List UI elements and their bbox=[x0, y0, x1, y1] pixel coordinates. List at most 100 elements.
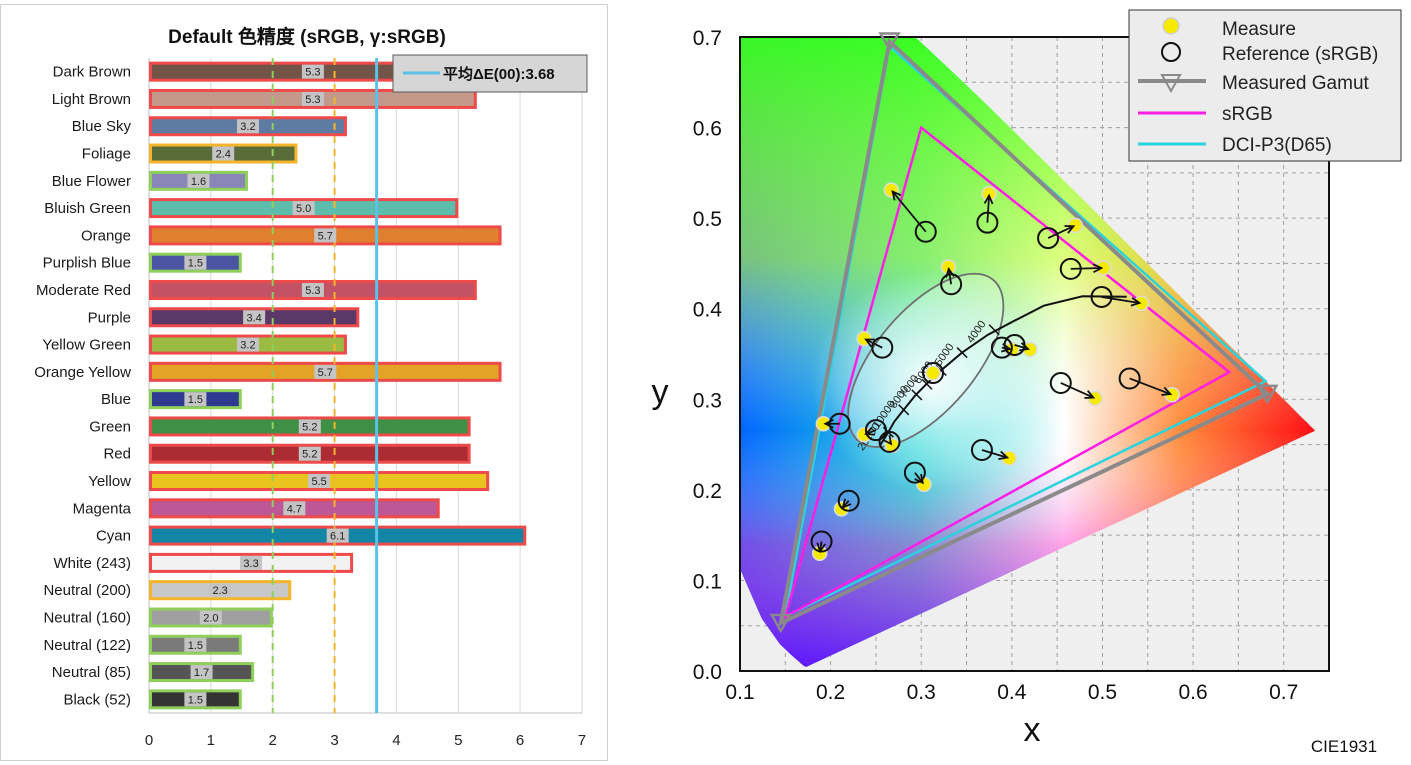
bar-value-label: 5.2 bbox=[302, 421, 317, 433]
bar-value-label: 6.1 bbox=[330, 531, 345, 543]
bar-category-label: Dark Brown bbox=[53, 64, 131, 81]
shift-arrow-head bbox=[882, 434, 893, 446]
shift-arrow bbox=[1070, 267, 1102, 270]
bar-value-label: 1.6 bbox=[191, 176, 206, 188]
reference-point bbox=[864, 419, 887, 442]
shift-arrow-head bbox=[864, 426, 875, 436]
bar-value-label-bg bbox=[236, 337, 259, 352]
gamut-vertex-marker bbox=[878, 32, 901, 53]
bar-value-label-bg bbox=[184, 255, 207, 270]
bar-x-tick-label: 3 bbox=[330, 732, 338, 749]
cie-y-tick-label: 0.6 bbox=[693, 118, 722, 141]
cie-x-tick-label: 0.5 bbox=[1088, 681, 1117, 704]
reference-point bbox=[1049, 371, 1072, 394]
bar-x-tick-label: 4 bbox=[392, 732, 400, 749]
shift-arrow-head bbox=[1092, 263, 1104, 274]
legend-srgb: sRGB bbox=[1222, 104, 1273, 125]
bar-value-label: 5.7 bbox=[318, 230, 333, 242]
gamut-vertex-marker bbox=[769, 613, 792, 634]
bar-value-label-bg bbox=[236, 119, 259, 134]
cie-y-tick-label: 0.5 bbox=[693, 208, 722, 231]
bar-category-label: Orange Yellow bbox=[34, 364, 131, 381]
bar-value-label: 3.2 bbox=[240, 121, 255, 133]
bar-value-label: 2.0 bbox=[203, 612, 218, 624]
reference-point bbox=[810, 530, 833, 553]
shift-arrow bbox=[1047, 225, 1074, 239]
cie-legend: Measure Reference (sRGB) Measured Gamut … bbox=[1128, 9, 1402, 162]
legend-gamut: Measured Gamut bbox=[1222, 73, 1370, 94]
gamut-legend-triangle bbox=[1160, 74, 1182, 94]
cct-tick bbox=[988, 324, 1000, 336]
cie-x-tick-label: 0.6 bbox=[1178, 681, 1207, 704]
bar-value-label: 3.4 bbox=[246, 312, 261, 324]
bar-x-tick-label: 1 bbox=[207, 732, 215, 749]
bar-value-label-bg bbox=[301, 64, 324, 79]
reference-point bbox=[940, 273, 963, 296]
delta-e-bar-chart: Default 色精度 (sRGB, γ:sRGB) 5.3 5.3 3.2 2.4 1… bbox=[0, 4, 608, 761]
bar-category-label: Purple bbox=[88, 309, 131, 326]
bar-value-label: 2.3 bbox=[212, 585, 227, 597]
legend-p3: DCI-P3(D65) bbox=[1222, 135, 1332, 156]
bar-x-tick-label: 0 bbox=[145, 732, 153, 749]
bar-value-label-bg bbox=[298, 446, 321, 461]
bar-chart-title: Default 色精度 (sRGB, γ:sRGB) bbox=[168, 25, 446, 48]
bar-value-label: 3.2 bbox=[240, 340, 255, 352]
bar-value-label-bg bbox=[292, 201, 315, 216]
reference-point bbox=[922, 362, 945, 385]
cie-x-tick-label: 0.1 bbox=[725, 681, 754, 704]
bar-category-label: Light Brown bbox=[52, 91, 131, 108]
gamut-triangle bbox=[783, 125, 1232, 620]
reference-point bbox=[1090, 285, 1113, 308]
bar-value-label-bg bbox=[326, 528, 349, 543]
shift-arrow bbox=[981, 449, 1008, 459]
shift-arrow-head bbox=[823, 418, 834, 429]
bar-category-label: Moderate Red bbox=[36, 282, 131, 299]
bar-value-label: 1.5 bbox=[188, 694, 203, 706]
bar-value-label-bg bbox=[187, 173, 210, 188]
shift-arrow bbox=[865, 338, 883, 349]
average-legend-label: 平均ΔE(00):3.68 bbox=[443, 65, 555, 83]
shift-arrow bbox=[891, 191, 927, 233]
bar-category-label: Neutral (160) bbox=[43, 609, 131, 626]
measure-legend-marker bbox=[1162, 17, 1180, 35]
bar-value-label: 5.3 bbox=[305, 67, 320, 79]
bar-category-label: Black (52) bbox=[63, 691, 131, 708]
cie-y-tick-label: 0.3 bbox=[693, 389, 722, 412]
bar-category-label: Neutral (200) bbox=[43, 582, 131, 599]
cie-label: CIE1931 bbox=[1311, 737, 1377, 756]
gamut-triangle bbox=[783, 43, 1268, 619]
legend-measure: Measure bbox=[1222, 19, 1296, 40]
bar-value-label: 5.0 bbox=[296, 203, 311, 215]
bar-value-label-bg bbox=[184, 637, 207, 652]
cie-y-tick-label: 0.1 bbox=[693, 570, 722, 593]
bar-x-tick-label: 7 bbox=[578, 732, 586, 749]
shift-arrow bbox=[1014, 344, 1029, 350]
shift-arrow-head bbox=[841, 498, 852, 509]
bar-category-label: Blue Flower bbox=[52, 173, 131, 190]
bar-x-tick-label: 5 bbox=[454, 732, 462, 749]
bar-value-label: 5.3 bbox=[305, 285, 320, 297]
shift-arrow-head bbox=[1064, 225, 1076, 234]
bar-category-label: Yellow bbox=[88, 473, 131, 490]
bar-value-label: 4.7 bbox=[287, 503, 302, 515]
bar-x-tick-label: 6 bbox=[516, 732, 524, 749]
bar-x-tick-label: 2 bbox=[269, 732, 277, 749]
bar-value-label-bg bbox=[301, 91, 324, 106]
bar-category-label: Blue Sky bbox=[72, 118, 132, 135]
reference-point bbox=[1118, 367, 1141, 390]
bar-category-label: Magenta bbox=[73, 500, 132, 517]
bar-value-label: 3.3 bbox=[243, 558, 258, 570]
bar-category-label: Red bbox=[103, 446, 131, 463]
bar-value-label: 1.5 bbox=[188, 258, 203, 270]
bar-value-label: 5.2 bbox=[302, 449, 317, 461]
bar-value-label-bg bbox=[283, 501, 306, 516]
bar-category-label: Cyan bbox=[96, 528, 131, 545]
shift-arrow bbox=[1129, 377, 1171, 395]
bar-category-label: Blue bbox=[101, 391, 131, 408]
shift-arrow bbox=[986, 195, 990, 223]
shift-arrow-head bbox=[1084, 390, 1096, 399]
cie-y-tick-label: 0.2 bbox=[693, 480, 722, 503]
bar-value-label-bg bbox=[301, 282, 324, 297]
cct-tick bbox=[898, 404, 910, 416]
cie1931-chart: 400050006000700080001000020000 0.10.20.3… bbox=[652, 9, 1402, 756]
